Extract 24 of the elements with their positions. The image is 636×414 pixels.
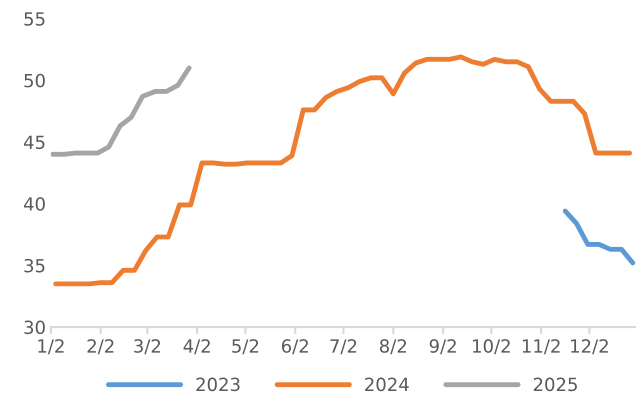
x-tick-label: 7/2: [330, 339, 356, 354]
y-tick-label: 40: [24, 197, 45, 211]
x-tick-label: 3/2: [134, 339, 160, 354]
x-tick-label: 12/2: [571, 339, 608, 354]
legend-label: 2023: [196, 378, 240, 392]
x-tick-label: 5/2: [232, 339, 258, 354]
y-tick-label: 50: [24, 74, 45, 88]
legend-label: 2024: [365, 378, 409, 392]
y-tick-label: 35: [24, 258, 44, 272]
legend-label: 2025: [534, 378, 577, 392]
x-tick-label: 11/2: [522, 339, 560, 354]
x-tick-label: 8/2: [380, 339, 406, 354]
line-series: [562, 208, 636, 266]
line-series: [53, 54, 632, 286]
x-tick-label: 10/2: [473, 339, 510, 354]
y-tick-label: 30: [24, 320, 45, 334]
x-tick-label: 9/2: [430, 339, 456, 354]
y-tick-label: 45: [24, 136, 44, 150]
x-tick-label: 4/2: [184, 339, 210, 354]
x-tick-label: 2/2: [88, 339, 114, 354]
x-tick-label: 6/2: [282, 339, 308, 354]
x-tick-label: 1/2: [38, 339, 64, 354]
y-tick-label: 55: [24, 12, 44, 26]
line-series: [50, 66, 192, 157]
